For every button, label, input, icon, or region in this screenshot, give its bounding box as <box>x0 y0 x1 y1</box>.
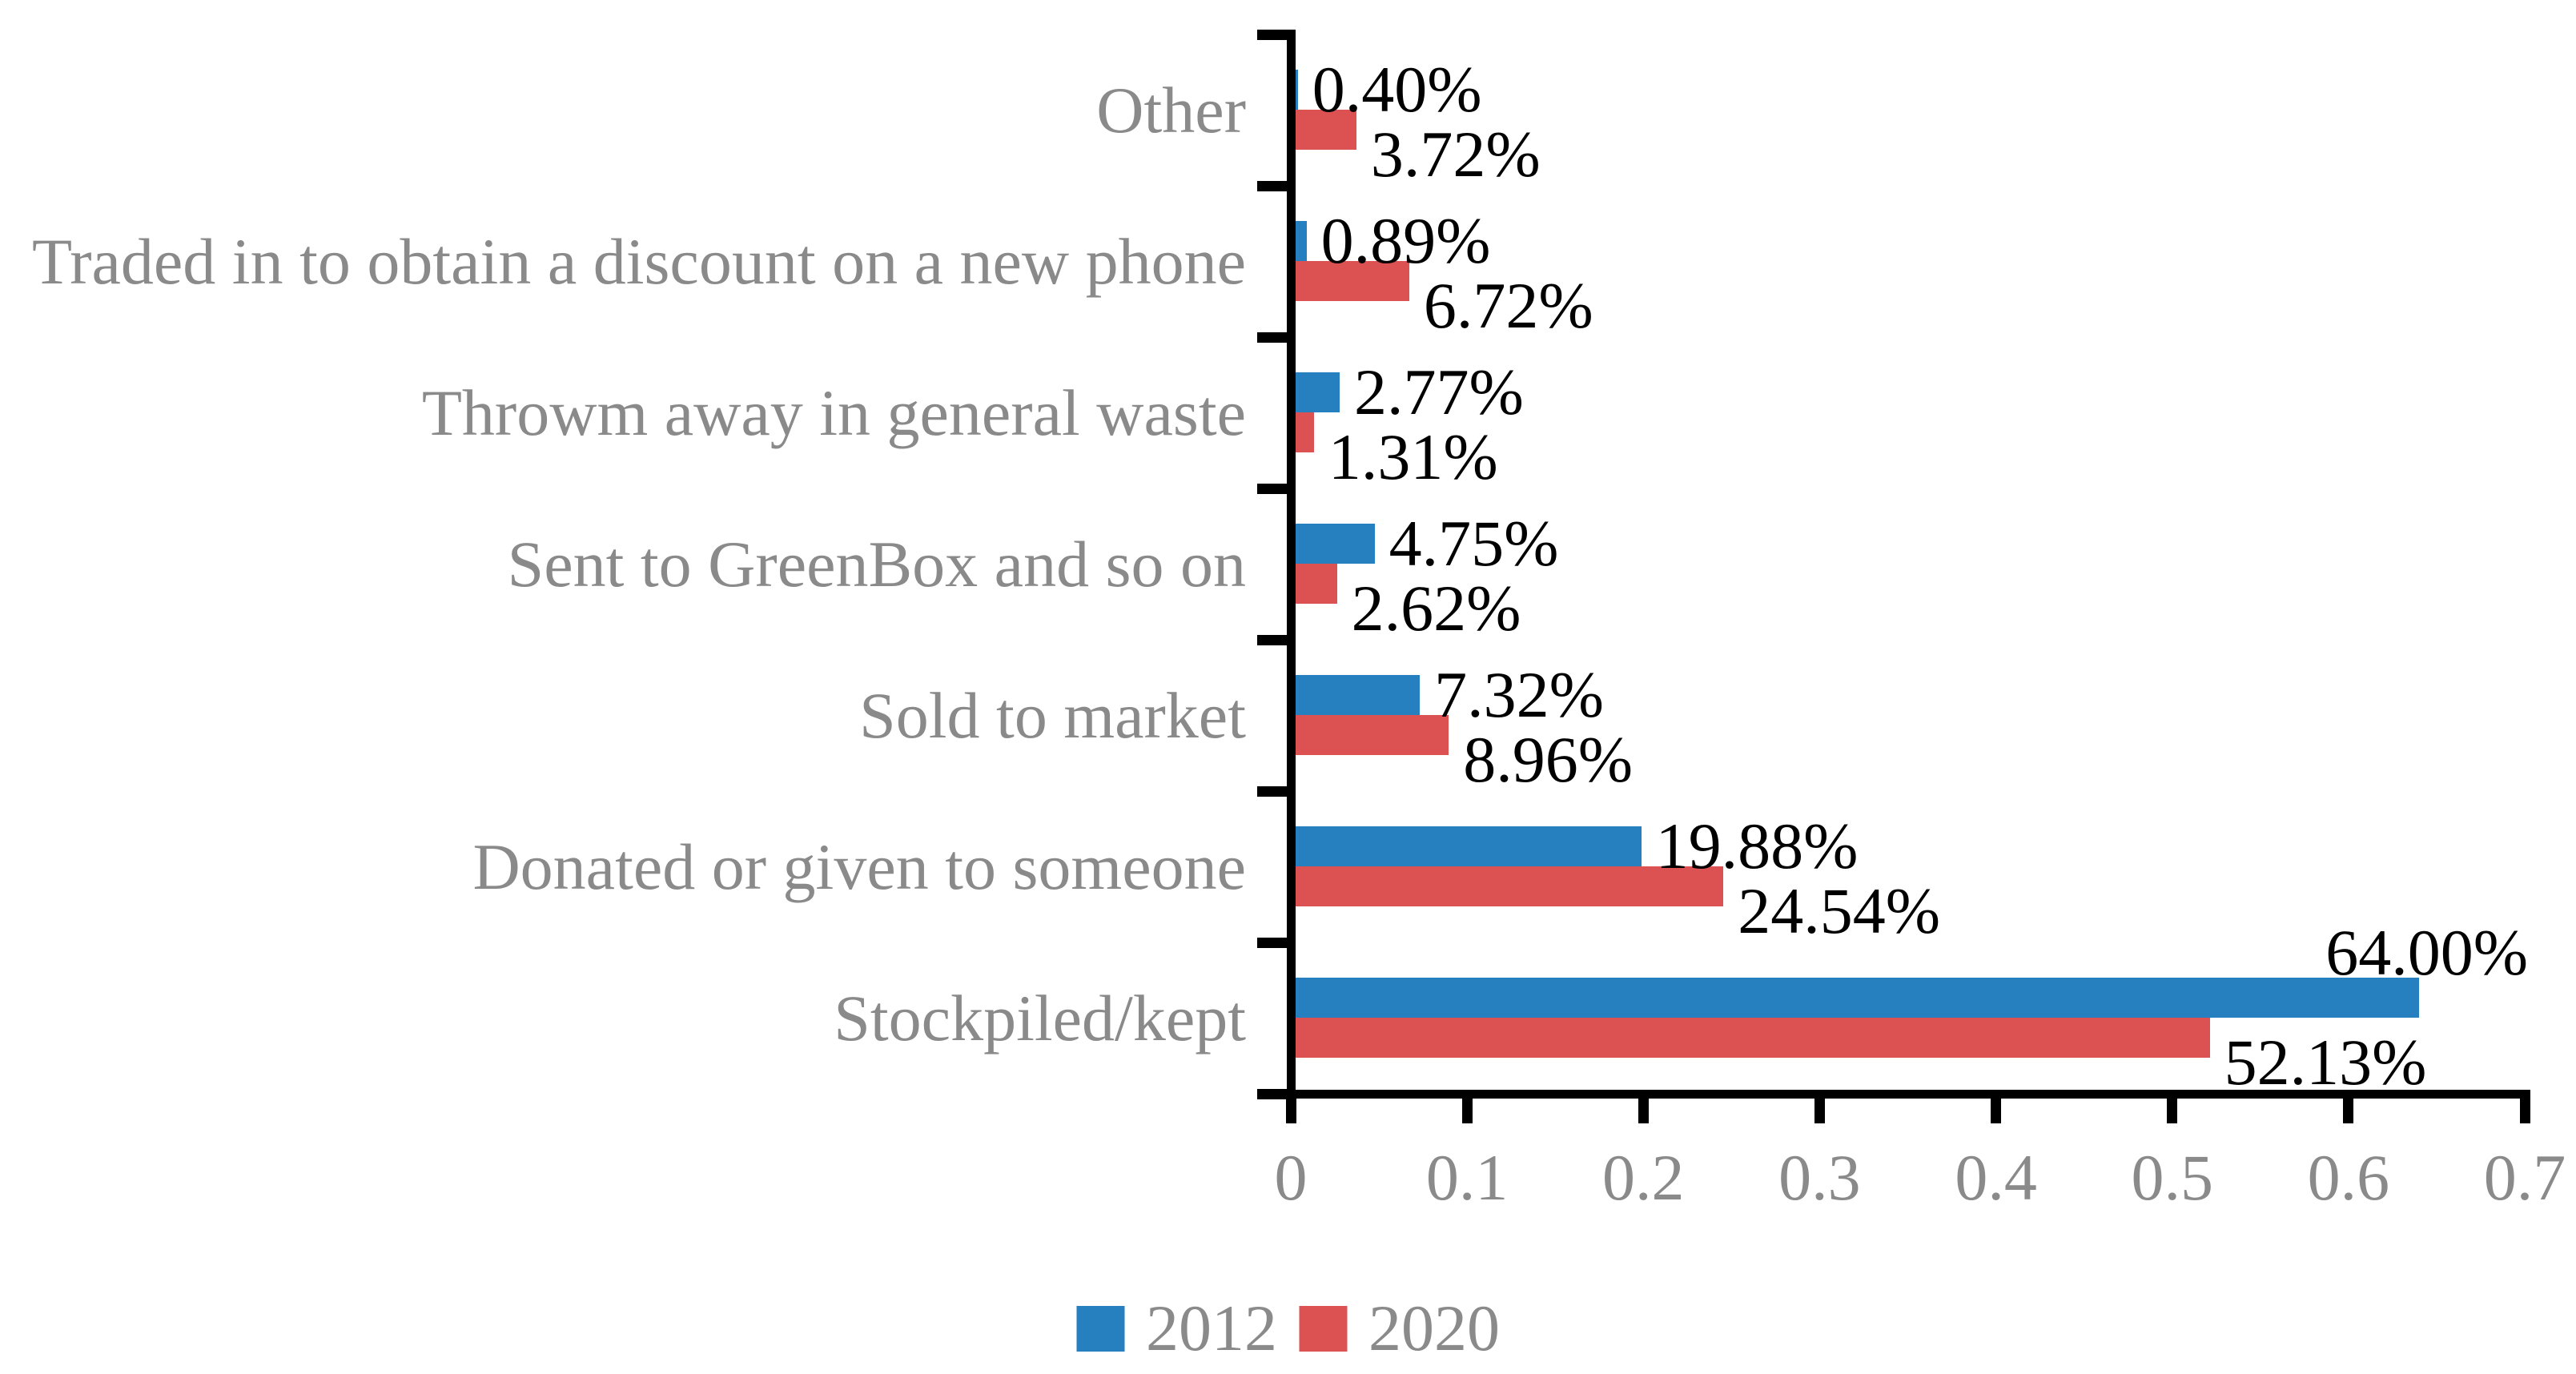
x-tick-label: 0.1 <box>1425 1141 1509 1214</box>
x-tick <box>2519 1094 2530 1123</box>
value-label-2020: 52.13% <box>2224 1026 2427 1099</box>
value-label-2020: 1.31% <box>1328 420 1498 493</box>
value-label-2012: 0.89% <box>1320 204 1491 277</box>
value-label-2020: 24.54% <box>1738 874 1941 947</box>
x-tick <box>1285 1094 1296 1123</box>
category-label: Stockpiled/kept <box>834 981 1246 1055</box>
x-tick-label: 0.7 <box>2483 1141 2566 1214</box>
category-label: Sent to GreenBox and so on <box>507 527 1246 601</box>
y-tick <box>1256 180 1287 191</box>
value-label-2020: 3.72% <box>1370 118 1541 191</box>
bar-2020 <box>1291 110 1356 150</box>
y-tick <box>1256 29 1287 40</box>
y-tick <box>1256 937 1287 948</box>
x-tick <box>2167 1094 2178 1123</box>
legend: 2012 2020 <box>1076 1296 1500 1361</box>
x-tick <box>2343 1094 2354 1123</box>
bar-2020 <box>1291 261 1409 301</box>
value-label-2020: 6.72% <box>1423 269 1593 342</box>
x-tick <box>1814 1094 1825 1123</box>
bar-2012 <box>1291 978 2419 1018</box>
y-tick <box>1256 634 1287 645</box>
category-label: Sold to market <box>859 678 1246 752</box>
value-label-2012: 19.88% <box>1655 810 1859 882</box>
x-tick-label: 0.2 <box>1602 1141 1685 1214</box>
legend-label-2020: 2020 <box>1368 1292 1500 1364</box>
category-label: Other <box>1096 73 1246 147</box>
value-label-2012: 0.40% <box>1312 53 1482 126</box>
y-tick <box>1256 785 1287 797</box>
legend-label-2012: 2012 <box>1146 1292 1277 1364</box>
y-tick <box>1256 1088 1287 1099</box>
x-axis-line <box>1286 1089 2530 1099</box>
bar-2012 <box>1291 675 1421 715</box>
x-tick-label: 0.4 <box>1955 1141 2037 1214</box>
bar-2020 <box>1291 715 1449 755</box>
value-label-2020: 8.96% <box>1463 723 1634 796</box>
y-axis-line <box>1286 29 1296 1099</box>
category-label: Donated or given to someone <box>472 830 1246 903</box>
x-tick-label: 0.6 <box>2307 1141 2390 1214</box>
x-tick-label: 0.3 <box>1778 1141 1861 1214</box>
bar-2020 <box>1291 564 1337 604</box>
value-label-2012: 64.00% <box>2325 916 2528 989</box>
value-label-2012: 7.32% <box>1434 658 1604 731</box>
x-tick <box>1638 1094 1649 1123</box>
value-label-2012: 4.75% <box>1388 507 1559 580</box>
bar-2012 <box>1291 372 1340 412</box>
bar-2020 <box>1291 866 1724 906</box>
value-label-2020: 2.62% <box>1351 572 1521 645</box>
x-tick <box>1991 1094 2002 1123</box>
bar-2012 <box>1291 524 1375 564</box>
y-tick <box>1256 483 1287 494</box>
legend-swatch-2012 <box>1076 1305 1124 1352</box>
x-tick <box>1461 1094 1473 1123</box>
y-tick <box>1256 331 1287 343</box>
category-label: Throwm away in general waste <box>421 376 1246 449</box>
legend-swatch-2020 <box>1299 1305 1347 1352</box>
category-label: Traded in to obtain a discount on a new … <box>32 224 1246 298</box>
bar-2012 <box>1291 826 1642 866</box>
x-tick-label: 0.5 <box>2131 1141 2213 1214</box>
x-tick-label: 0 <box>1274 1141 1308 1214</box>
bar-2020 <box>1291 1018 2210 1058</box>
value-label-2012: 2.77% <box>1353 356 1524 428</box>
